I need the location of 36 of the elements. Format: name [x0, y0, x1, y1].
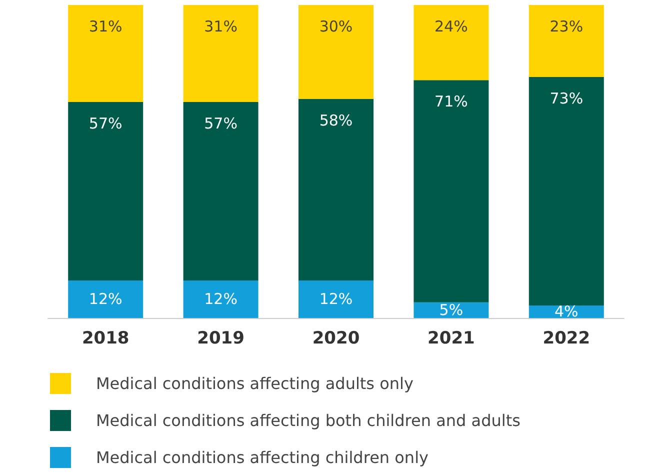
- data-label: 31%: [204, 18, 238, 36]
- data-label: 71%: [434, 92, 468, 111]
- bar: [68, 280, 144, 318]
- data-label: 24%: [434, 18, 468, 36]
- data-label: 5%: [439, 301, 464, 320]
- legend-label: Medical conditions affecting children only: [96, 448, 428, 467]
- data-label: 57%: [88, 114, 122, 133]
- x-tick-label: 2019: [197, 328, 244, 348]
- bar: [183, 5, 258, 102]
- bar: [298, 5, 374, 99]
- bar: [183, 102, 258, 280]
- x-tick-label: 2021: [428, 328, 475, 348]
- x-tick-label: 2020: [312, 328, 360, 348]
- bar: [298, 98, 374, 280]
- x-tick-label: 2022: [542, 328, 590, 348]
- bar: [68, 5, 144, 102]
- bar: [414, 80, 489, 302]
- bar: [414, 5, 489, 80]
- data-label: 58%: [319, 111, 353, 130]
- bar: [298, 280, 374, 318]
- data-label: 12%: [319, 290, 353, 308]
- data-label: 12%: [204, 290, 238, 308]
- bar: [183, 280, 258, 318]
- data-label: 57%: [204, 114, 238, 133]
- data-label: 31%: [88, 18, 122, 36]
- data-label: 23%: [550, 18, 584, 36]
- data-label: 30%: [319, 18, 353, 36]
- bar: [68, 102, 144, 280]
- data-label: 12%: [88, 290, 122, 308]
- bar: [528, 5, 604, 77]
- data-label: 73%: [550, 89, 584, 108]
- legend-label: Medical conditions affecting both children and adults: [96, 411, 520, 430]
- x-tick-label: 2018: [82, 328, 130, 348]
- legend-label: Medical conditions affecting adults only: [96, 374, 414, 393]
- data-label: 4%: [554, 302, 578, 321]
- bar: [528, 76, 604, 306]
